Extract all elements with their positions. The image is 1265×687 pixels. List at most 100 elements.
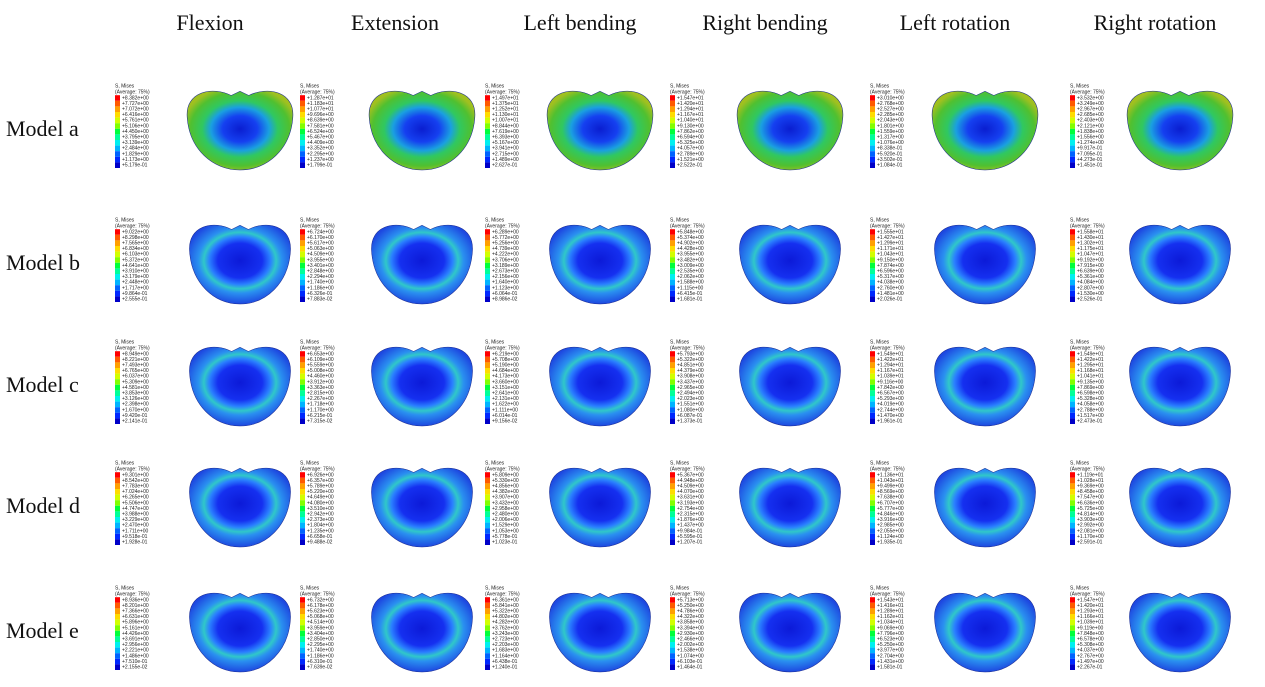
legend-swatch (300, 296, 305, 302)
legend-swatch (870, 648, 875, 654)
legend-swatch (300, 101, 305, 107)
legend-swatch (870, 653, 875, 659)
legend-swatch (300, 648, 305, 654)
legend-swatch (485, 523, 490, 529)
legend-swatch (870, 517, 875, 523)
legend-swatch (870, 614, 875, 620)
legend-swatch (115, 385, 120, 391)
legend-swatch (870, 112, 875, 118)
legend-swatch (870, 157, 875, 163)
legend-swatch (1070, 517, 1075, 523)
vertebra-contour (549, 225, 650, 304)
legend-swatch (115, 101, 120, 107)
legend-swatch (300, 396, 305, 402)
legend-swatch (300, 620, 305, 626)
vertebra-contour (189, 593, 290, 672)
vertebra-contour (549, 347, 650, 426)
legend-swatch (870, 235, 875, 241)
legend-swatch (485, 134, 490, 140)
legend-swatch (870, 478, 875, 484)
legend-swatch (485, 296, 490, 302)
legend-swatch (870, 123, 875, 129)
legend-swatch (1070, 528, 1075, 534)
legend-swatch (485, 489, 490, 495)
legend-swatch (115, 374, 120, 380)
legend-swatch (870, 285, 875, 291)
legend-swatch (115, 418, 120, 424)
legend-swatch (115, 636, 120, 642)
legend-swatch (1070, 636, 1075, 642)
legend-swatch (115, 296, 120, 302)
legend-swatch (300, 523, 305, 529)
legend-swatch (115, 597, 120, 603)
legend-value: +7.883e-02 (307, 297, 333, 303)
legend-swatch (870, 664, 875, 670)
legend-swatch (670, 418, 675, 424)
legend-swatch (300, 151, 305, 157)
legend-swatch (300, 112, 305, 118)
legend-swatch (485, 511, 490, 517)
legend-swatch (300, 118, 305, 124)
legend-swatch (485, 146, 490, 152)
legend-swatch (300, 95, 305, 101)
legend-swatch (115, 123, 120, 129)
legend-value: +9.488e-02 (307, 540, 333, 546)
legend-swatch (300, 368, 305, 374)
legend-swatch (485, 642, 490, 648)
legend-swatch (485, 151, 490, 157)
legend-swatch (870, 528, 875, 534)
legend-swatch (870, 608, 875, 614)
legend-swatch (485, 268, 490, 274)
legend-swatch (1070, 506, 1075, 512)
legend-swatch (1070, 648, 1075, 654)
legend-swatch (870, 418, 875, 424)
legend-swatch (1070, 597, 1075, 603)
vertebra-contour (189, 225, 290, 304)
legend-swatch (1070, 357, 1075, 363)
legend-swatch (670, 257, 675, 263)
legend-swatch (1070, 285, 1075, 291)
legend-swatch (670, 597, 675, 603)
legend-swatch (1070, 229, 1075, 235)
legend-swatch (115, 625, 120, 631)
legend-swatch (670, 385, 675, 391)
row-label: Model c (6, 372, 79, 397)
legend-swatch (870, 396, 875, 402)
legend-swatch (485, 659, 490, 665)
legend-swatch (670, 625, 675, 631)
legend-swatch (115, 140, 120, 146)
legend-swatch (485, 118, 490, 124)
legend-swatch (300, 407, 305, 413)
legend-swatch (670, 280, 675, 286)
legend-swatch (485, 101, 490, 107)
legend-swatch (485, 402, 490, 408)
legend-swatch (115, 351, 120, 357)
legend-swatch (870, 274, 875, 280)
legend-swatch (670, 351, 675, 357)
legend-swatch (300, 285, 305, 291)
figure: FlexionExtensionLeft bendingRight bendin… (0, 0, 1265, 687)
legend-swatch (670, 495, 675, 501)
vertebra-contour (189, 347, 290, 426)
legend-swatch (115, 483, 120, 489)
legend-swatch (1070, 396, 1075, 402)
legend-value: +1.373e-01 (677, 419, 703, 425)
legend-swatch (485, 483, 490, 489)
legend-swatch (670, 362, 675, 368)
legend-swatch (670, 614, 675, 620)
legend-swatch (485, 653, 490, 659)
legend-swatch (870, 357, 875, 363)
legend-swatch (300, 385, 305, 391)
legend-swatch (870, 118, 875, 124)
vertebra-contour (739, 593, 840, 672)
row-label: Model d (6, 493, 80, 518)
legend-swatch (485, 603, 490, 609)
legend-swatch (115, 495, 120, 501)
legend-swatch (485, 597, 490, 603)
legend-swatch (870, 296, 875, 302)
legend-swatch (870, 151, 875, 157)
legend-swatch (1070, 472, 1075, 478)
row-label: Model b (6, 250, 80, 275)
legend-swatch (1070, 523, 1075, 529)
legend-swatch (485, 157, 490, 163)
